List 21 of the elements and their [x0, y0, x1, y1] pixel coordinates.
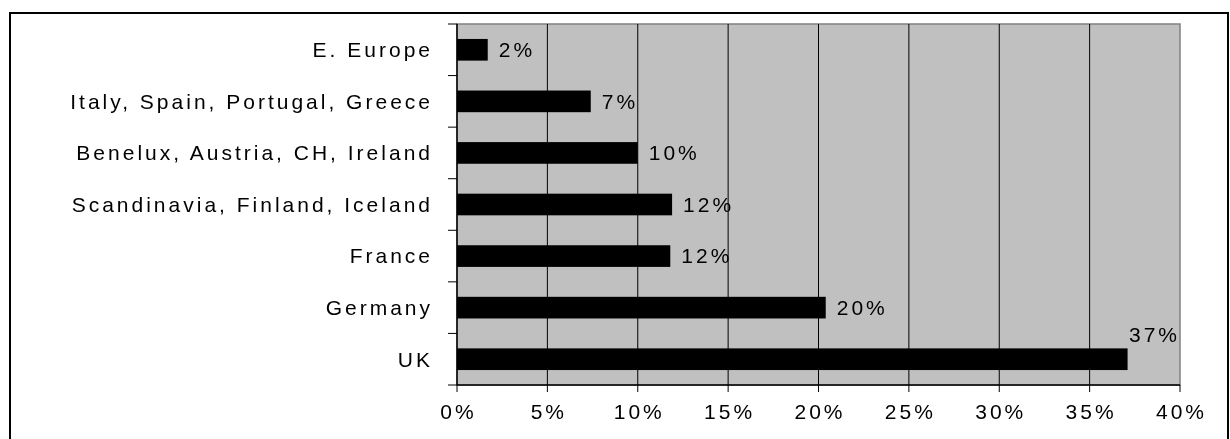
y-tick-label: Benelux, Austria, CH, Ireland [76, 141, 433, 165]
y-tick-label: Germany [325, 295, 433, 319]
y-tick-label: France [349, 244, 433, 268]
data-label: 2% [498, 38, 536, 62]
data-label: 37% [1128, 323, 1180, 347]
data-label: 20% [836, 295, 888, 319]
y-tick-label: UK [397, 347, 433, 371]
x-tick-label: 30% [975, 400, 1027, 424]
x-tick-label: 5% [530, 400, 568, 424]
x-tick-label: 35% [1065, 400, 1117, 424]
x-tick-label: 40% [1155, 400, 1208, 424]
y-tick-label: E. Europe [312, 38, 433, 62]
x-tick-label: 20% [794, 400, 846, 424]
x-tick-label: 0% [440, 400, 477, 424]
data-label: 7% [601, 89, 639, 113]
data-label: 10% [648, 141, 700, 165]
y-tick-label: Italy, Spain, Portugal, Greece [70, 89, 433, 113]
y-tick-label: Scandinavia, Finland, Iceland [71, 192, 433, 216]
x-tick-label: 25% [884, 400, 936, 424]
x-tick-label: 15% [704, 400, 756, 424]
x-tick-label: 10% [613, 400, 665, 424]
